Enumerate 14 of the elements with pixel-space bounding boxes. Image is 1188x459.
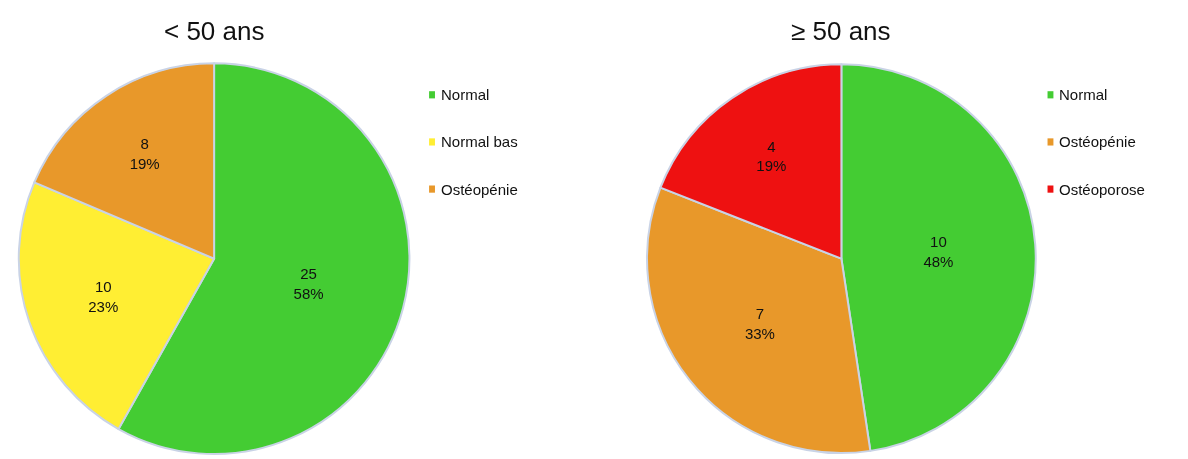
- legend-label: Normal: [441, 86, 490, 103]
- data-label: 10 48%: [923, 233, 954, 270]
- legend-label: Normal: [1059, 86, 1108, 103]
- chart-title: < 50 ans: [164, 16, 265, 46]
- data-label: 7 33%: [744, 305, 775, 342]
- legend-label: Ostéopénie: [1059, 133, 1136, 150]
- chart-title: ≥ 50 ans: [791, 16, 891, 46]
- data-label: 8 19%: [129, 135, 160, 172]
- legend-label: Normal bas: [441, 133, 518, 150]
- data-label: 4 19%: [756, 137, 787, 175]
- legend-label: Ostéopénie: [441, 181, 518, 198]
- data-label: 25 58%: [293, 265, 324, 302]
- data-label: 10 23%: [88, 278, 119, 315]
- legend-label: Ostéoporose: [1059, 181, 1145, 198]
